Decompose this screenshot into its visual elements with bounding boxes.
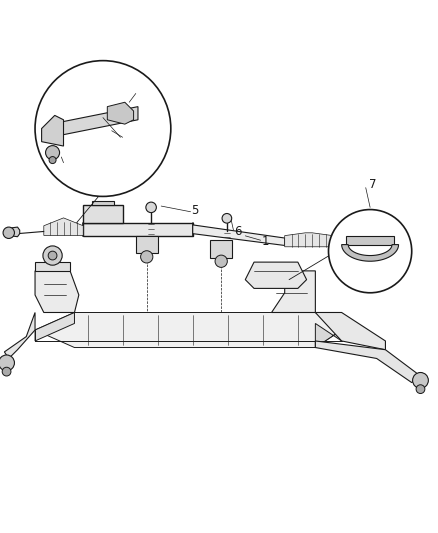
Circle shape (46, 146, 60, 159)
Circle shape (141, 251, 153, 263)
Polygon shape (210, 240, 232, 258)
Circle shape (370, 273, 383, 286)
Circle shape (0, 355, 14, 371)
Polygon shape (44, 218, 83, 236)
Circle shape (413, 373, 428, 388)
Circle shape (373, 282, 381, 290)
Polygon shape (342, 245, 399, 261)
Circle shape (215, 255, 227, 268)
Circle shape (48, 251, 57, 260)
Text: 1: 1 (261, 235, 269, 248)
Polygon shape (285, 233, 333, 247)
Circle shape (416, 385, 425, 393)
Polygon shape (35, 312, 342, 348)
Text: 3: 3 (62, 159, 69, 172)
Polygon shape (35, 262, 70, 271)
Text: 4: 4 (138, 83, 146, 95)
Polygon shape (272, 271, 315, 312)
Polygon shape (83, 223, 193, 236)
Polygon shape (83, 205, 123, 223)
Circle shape (43, 246, 62, 265)
Polygon shape (346, 236, 394, 245)
Text: 2: 2 (123, 132, 131, 145)
Polygon shape (315, 312, 385, 350)
Polygon shape (42, 115, 64, 146)
Polygon shape (92, 201, 114, 205)
Polygon shape (315, 324, 342, 348)
Polygon shape (50, 107, 138, 138)
Circle shape (49, 157, 56, 164)
Circle shape (3, 227, 14, 238)
Polygon shape (4, 312, 35, 359)
Circle shape (35, 61, 171, 197)
Polygon shape (107, 102, 134, 124)
Circle shape (2, 367, 11, 376)
Circle shape (222, 214, 232, 223)
Polygon shape (245, 262, 307, 288)
Text: 5: 5 (191, 204, 198, 217)
Circle shape (146, 202, 156, 213)
Polygon shape (35, 312, 74, 341)
Polygon shape (193, 225, 285, 246)
Polygon shape (35, 271, 79, 312)
Text: 7: 7 (368, 177, 376, 191)
Circle shape (328, 209, 412, 293)
Polygon shape (11, 227, 20, 237)
Text: 6: 6 (233, 225, 241, 238)
Polygon shape (136, 236, 158, 253)
Polygon shape (315, 341, 420, 383)
